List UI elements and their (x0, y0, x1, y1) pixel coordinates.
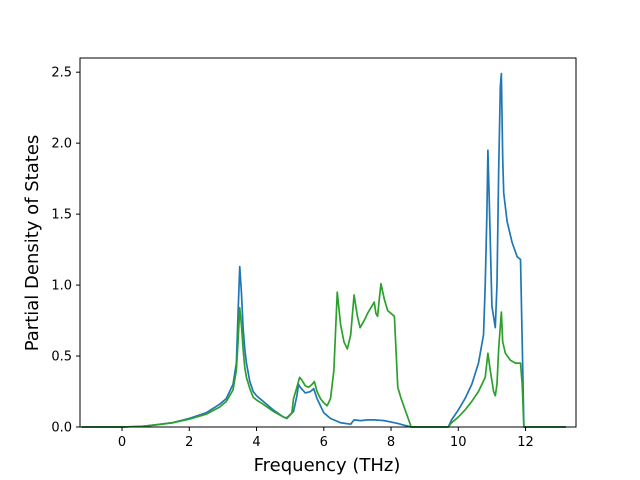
x-tick-label: 2 (185, 435, 193, 450)
y-axis-label: Partial Density of States (22, 135, 43, 352)
x-axis-ticks: 0 2 4 6 8 10 12 (118, 427, 534, 450)
y-tick-label: 0.0 (51, 421, 72, 436)
series-layer (81, 72, 566, 428)
x-tick-label: 6 (320, 435, 328, 450)
x-tick-label: 0 (118, 435, 126, 450)
y-tick-label: 2.5 (51, 66, 72, 81)
x-tick-label: 8 (387, 435, 395, 450)
plot-frame (79, 57, 577, 428)
x-tick-label: 12 (517, 435, 534, 450)
series-line-1 (81, 72, 566, 428)
y-axis-ticks: 0.0 0.5 1.0 1.5 2.0 2.5 (51, 66, 80, 436)
y-tick-label: 0.5 (51, 350, 72, 365)
y-tick-label: 2.0 (51, 137, 72, 152)
x-tick-label: 4 (252, 435, 260, 450)
x-tick-label: 10 (450, 435, 467, 450)
y-tick-label: 1.0 (51, 279, 72, 294)
x-axis-label: Frequency (THz) (254, 455, 401, 476)
y-tick-label: 1.5 (51, 208, 72, 223)
series-line-2 (81, 282, 566, 428)
